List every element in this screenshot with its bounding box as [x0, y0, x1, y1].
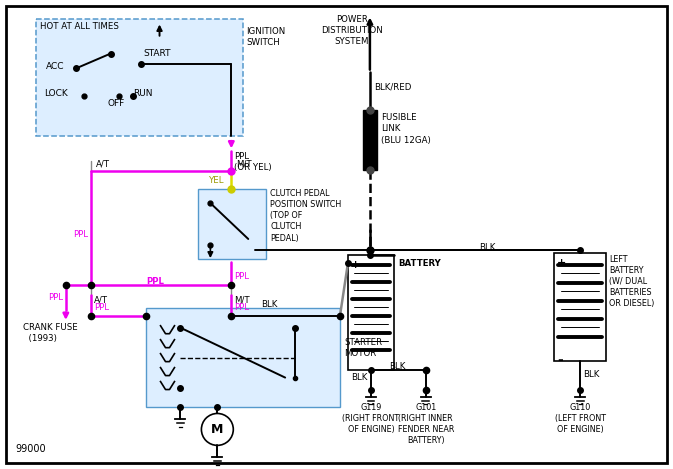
- Text: +: +: [351, 260, 360, 270]
- Text: POWER
DISTRIBUTION
SYSTEM: POWER DISTRIBUTION SYSTEM: [321, 15, 383, 46]
- Text: PPL: PPL: [94, 303, 109, 312]
- Text: BLK: BLK: [389, 362, 405, 371]
- Text: G101
(RIGHT INNER
FENDER NEAR
BATTERY): G101 (RIGHT INNER FENDER NEAR BATTERY): [398, 402, 454, 445]
- Text: BLK/RED: BLK/RED: [374, 83, 411, 91]
- Bar: [555, 253, 606, 361]
- Text: LEFT
BATTERY
(W/ DUAL
BATTERIES
OR DIESEL): LEFT BATTERY (W/ DUAL BATTERIES OR DIESE…: [609, 255, 655, 308]
- Text: ACC: ACC: [46, 62, 65, 71]
- Text: M/T: M/T: [236, 159, 252, 168]
- Circle shape: [201, 414, 234, 446]
- Text: BATTERY: BATTERY: [398, 259, 441, 268]
- Text: G119
(RIGHT FRONT
OF ENGINE): G119 (RIGHT FRONT OF ENGINE): [343, 402, 400, 434]
- Text: -: -: [557, 353, 563, 367]
- Text: PPL: PPL: [234, 272, 249, 281]
- Text: PPL: PPL: [147, 277, 164, 286]
- Text: A/T: A/T: [96, 159, 110, 168]
- Text: YEL: YEL: [209, 176, 225, 185]
- Text: PPL: PPL: [48, 293, 63, 302]
- Bar: [348, 255, 394, 370]
- Text: BLK: BLK: [261, 300, 277, 309]
- Text: START: START: [143, 49, 171, 58]
- Text: 99000: 99000: [15, 444, 46, 454]
- Text: RUN: RUN: [134, 89, 153, 98]
- Text: CLUTCH PEDAL
POSITION SWITCH
(TOP OF
CLUTCH
PEDAL): CLUTCH PEDAL POSITION SWITCH (TOP OF CLU…: [270, 189, 341, 242]
- Text: FUSIBLE
LINK
(BLU 12GA): FUSIBLE LINK (BLU 12GA): [381, 113, 431, 144]
- Text: HOT AT ALL TIMES: HOT AT ALL TIMES: [40, 22, 118, 30]
- Text: BLK: BLK: [351, 372, 367, 382]
- Text: PPL
(OR YEL): PPL (OR YEL): [234, 152, 272, 172]
- Text: BLK: BLK: [583, 370, 600, 378]
- Text: M: M: [211, 423, 223, 436]
- Bar: [36, 19, 243, 136]
- Text: +: +: [557, 258, 567, 268]
- Text: A/T: A/T: [94, 296, 108, 305]
- Text: IGNITION
SWITCH: IGNITION SWITCH: [246, 27, 285, 47]
- Text: BLK: BLK: [480, 243, 496, 252]
- Text: CRANK FUSE
  (1993): CRANK FUSE (1993): [23, 323, 77, 343]
- Bar: [363, 110, 377, 170]
- Text: PPL: PPL: [234, 303, 249, 312]
- Text: LOCK: LOCK: [44, 89, 67, 98]
- Bar: [199, 189, 267, 259]
- Text: OFF: OFF: [108, 99, 125, 108]
- Text: G110
(LEFT FRONT
OF ENGINE): G110 (LEFT FRONT OF ENGINE): [555, 402, 606, 434]
- Text: M/T: M/T: [234, 296, 250, 305]
- Text: STARTER
MOTOR: STARTER MOTOR: [344, 338, 382, 358]
- Text: PPL: PPL: [73, 230, 87, 239]
- Bar: [145, 308, 340, 408]
